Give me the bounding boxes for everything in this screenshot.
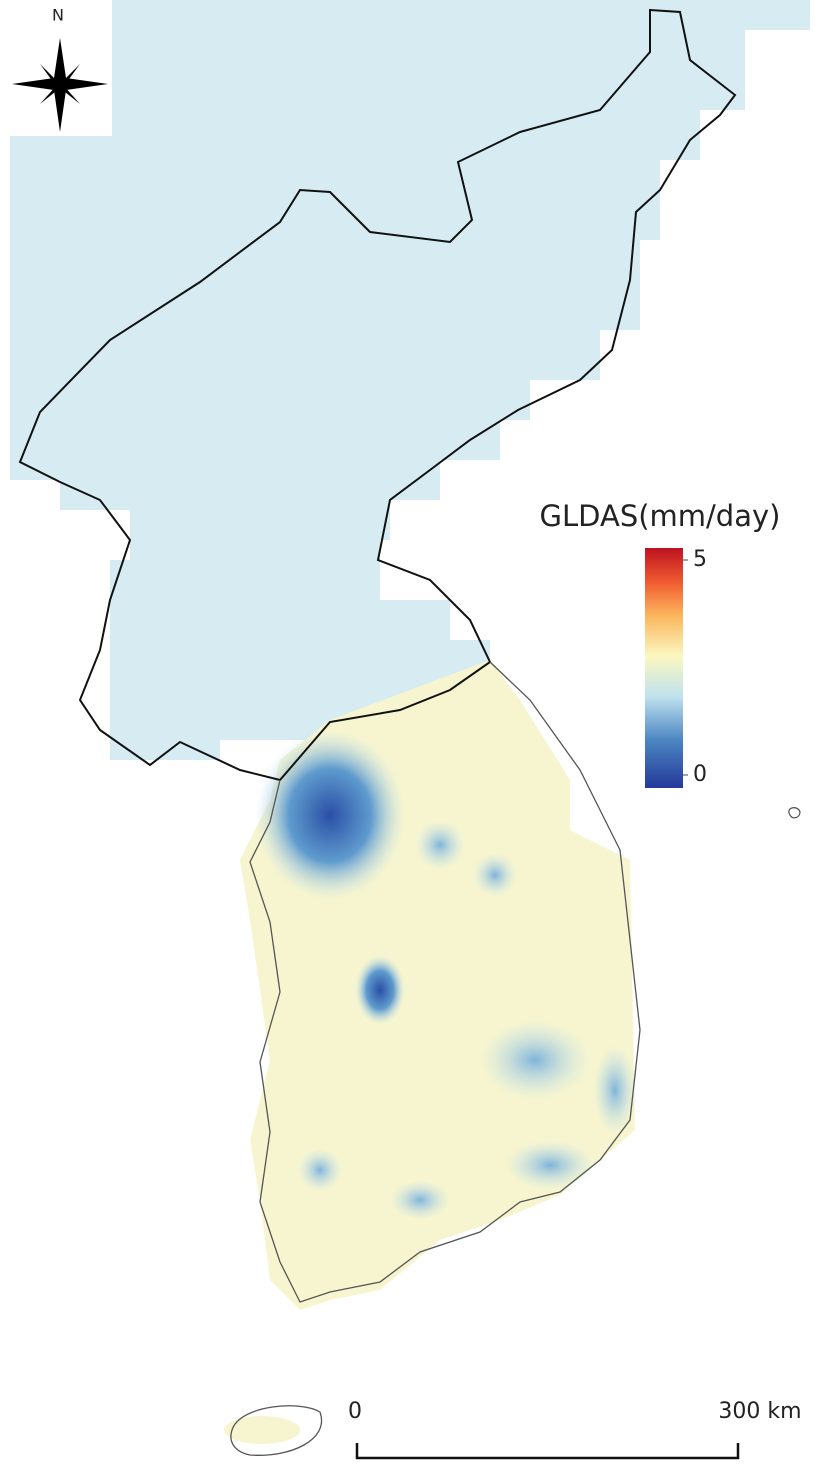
legend: GLDAS(mm/day) 0 5 [540, 499, 781, 788]
raster [10, 0, 810, 1444]
compass: N [0, 0, 112, 136]
scale-bar: 0 300 km [348, 1399, 802, 1460]
scale-end: 300 km [718, 1399, 801, 1424]
north-label: N [52, 6, 64, 25]
south-coastline [230, 661, 801, 1456]
colorbar-tick-label: 0 [693, 762, 707, 787]
colorbar [645, 548, 683, 788]
scale-start: 0 [348, 1399, 362, 1424]
colorbar-tick-label: 5 [693, 547, 707, 572]
legend-title: GLDAS(mm/day) [540, 499, 781, 533]
coastline [18, 8, 737, 782]
